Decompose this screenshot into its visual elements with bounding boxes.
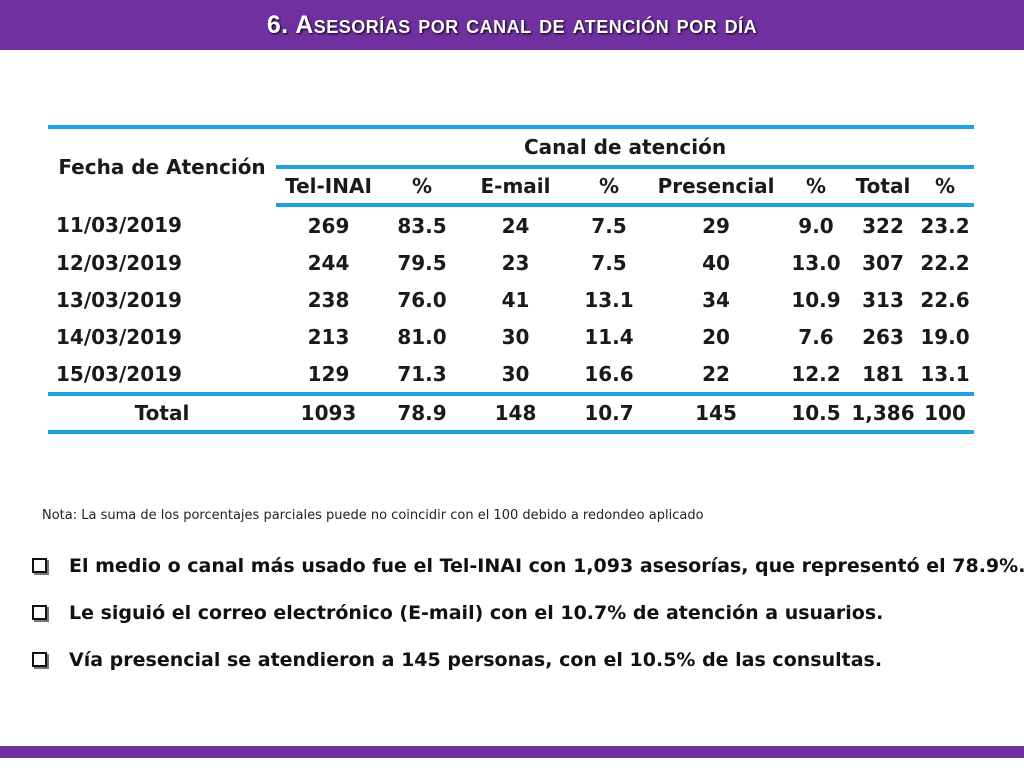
footnote: Nota: La suma de los porcentajes parcial… (42, 508, 704, 523)
tel-inai-cell: 244 (307, 250, 350, 275)
bullet-item: Vía presencial se atendieron a 145 perso… (32, 636, 1012, 683)
total-cell: 313 (862, 287, 904, 312)
presencial-cell: 22 (702, 361, 730, 386)
column-header-total: Total (850, 167, 916, 207)
total-pct-cell: 22.6 (920, 287, 970, 312)
column-header-presencial: Presencial (650, 167, 782, 207)
total-row: Total 1093 78.9 148 10.7 145 10.5 1,386 … (48, 392, 974, 434)
presencial-pct-cell: 7.6 (798, 324, 834, 349)
total-label-cell: Total (48, 392, 276, 434)
date-cell: 15/03/2019 (56, 361, 182, 386)
page-title: 6. Asesorías por canal de atención por d… (266, 10, 758, 39)
email-pct-cell: 11.4 (584, 324, 634, 349)
bullet-text: Le siguió el correo electrónico (E-mail)… (69, 601, 884, 624)
email-cell: 30 (501, 361, 530, 386)
bullet-item: El medio o canal más usado fue el Tel-IN… (32, 542, 1024, 589)
bullet-list: El medio o canal más usado fue el Tel-IN… (32, 542, 1024, 683)
column-header-email: E-mail (463, 167, 568, 207)
presencial-pct-cell: 10.9 (791, 287, 841, 312)
total-pct-cell: 23.2 (920, 213, 970, 238)
bullet-item: Le siguió el correo electrónico (E-mail)… (32, 589, 1012, 636)
email-pct-total-cell: 10.7 (568, 392, 650, 434)
date-cell: 14/03/2019 (56, 324, 182, 349)
date-cell: 12/03/2019 (56, 250, 182, 275)
tel-inai-cell: 129 (307, 361, 350, 386)
tel-pct-cell: 81.0 (397, 324, 447, 349)
email-cell: 24 (501, 213, 530, 238)
column-header-tel-pct: % (381, 167, 463, 207)
presencial-cell: 40 (702, 250, 730, 275)
tel-inai-cell: 213 (307, 324, 350, 349)
total-cell: 181 (862, 361, 904, 386)
presencial-pct-total-cell: 10.5 (782, 392, 850, 434)
presencial-pct-cell: 12.2 (791, 361, 841, 386)
presencial-total-cell: 145 (650, 392, 782, 434)
checkbox-square-icon (32, 652, 47, 667)
email-pct-cell: 7.5 (591, 250, 627, 275)
table-container: Fecha de Atención Canal de atención Tel-… (48, 125, 974, 434)
presencial-pct-cell: 13.0 (791, 250, 841, 275)
date-cell: 11/03/2019 (56, 212, 182, 237)
grand-total-pct-cell: 100 (916, 392, 974, 434)
email-total-cell: 148 (463, 392, 568, 434)
tel-pct-cell: 79.5 (397, 250, 447, 275)
total-cell: 263 (862, 324, 904, 349)
tel-pct-cell: 71.3 (397, 361, 447, 386)
email-pct-cell: 7.5 (591, 213, 627, 238)
email-pct-cell: 16.6 (584, 361, 634, 386)
tel-inai-cell: 238 (307, 287, 350, 312)
tel-pct-cell: 76.0 (397, 287, 447, 312)
total-cell: 322 (862, 213, 904, 238)
tel-inai-total-cell: 1093 (276, 392, 381, 434)
bottom-bar (0, 746, 1024, 758)
column-header-presencial-pct: % (782, 167, 850, 207)
checkbox-square-icon (32, 558, 47, 573)
table-row: 15/03/2019 129 71.3 30 16.6 22 12.2 181 … (48, 355, 974, 394)
email-cell: 23 (501, 250, 530, 275)
email-cell: 41 (501, 287, 530, 312)
tel-pct-cell: 83.5 (397, 213, 447, 238)
date-column-header: Fecha de Atención (48, 125, 276, 205)
table-row: 12/03/2019 244 79.5 23 7.5 40 13.0 307 2… (48, 244, 974, 281)
total-pct-cell: 19.0 (920, 324, 970, 349)
bullet-text: El medio o canal más usado fue el Tel-IN… (69, 554, 1024, 577)
table-row: 13/03/2019 238 76.0 41 13.1 34 10.9 313 … (48, 281, 974, 318)
email-pct-cell: 13.1 (584, 287, 634, 312)
table-row: 11/03/2019 269 83.5 24 7.5 29 9.0 322 23… (48, 205, 974, 244)
title-bar: 6. Asesorías por canal de atención por d… (0, 0, 1024, 50)
presencial-cell: 29 (702, 213, 730, 238)
channel-group-header: Canal de atención (276, 125, 974, 169)
asesorias-table: Fecha de Atención Canal de atención Tel-… (48, 125, 974, 434)
total-cell: 307 (862, 250, 904, 275)
presencial-cell: 34 (702, 287, 730, 312)
grand-total-cell: 1,386 (850, 392, 916, 434)
email-cell: 30 (501, 324, 530, 349)
column-header-email-pct: % (568, 167, 650, 207)
presencial-pct-cell: 9.0 (798, 213, 834, 238)
presencial-cell: 20 (702, 324, 730, 349)
tel-pct-total-cell: 78.9 (381, 392, 463, 434)
total-pct-cell: 13.1 (920, 361, 970, 386)
column-header-tel-inai: Tel-INAI (276, 167, 381, 207)
table-row: 14/03/2019 213 81.0 30 11.4 20 7.6 263 1… (48, 318, 974, 355)
total-pct-cell: 22.2 (920, 250, 970, 275)
column-header-total-pct: % (916, 167, 974, 207)
column-header-row: Tel-INAI % E-mail % Presencial % Total % (48, 167, 974, 207)
checkbox-square-icon (32, 605, 47, 620)
bullet-text: Vía presencial se atendieron a 145 perso… (69, 648, 883, 671)
tel-inai-cell: 269 (307, 213, 350, 238)
date-cell: 13/03/2019 (56, 287, 182, 312)
